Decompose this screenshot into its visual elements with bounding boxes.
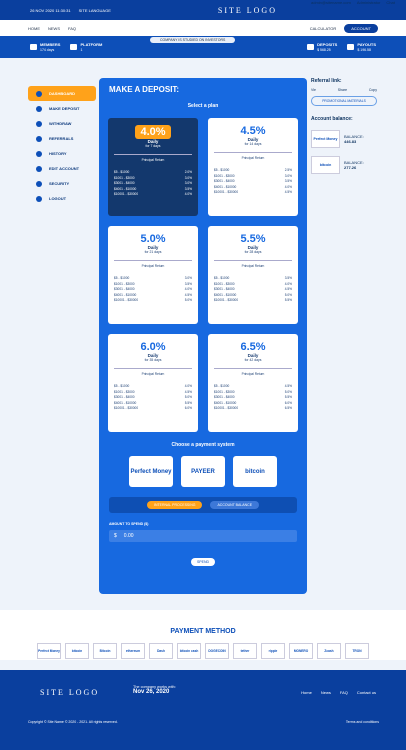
referral-actions: Vie Share Copy	[311, 88, 377, 92]
sidebar-item-referrals[interactable]: REFERRALS	[28, 131, 96, 146]
select-plan-heading: Select a plan	[187, 103, 219, 109]
payment-logo: Bitcoin	[93, 643, 117, 659]
sidebar-item-history[interactable]: HISTORY	[28, 146, 96, 161]
site-logo[interactable]: SITE LOGO	[217, 5, 277, 15]
terms-link[interactable]: Terms and conditions	[345, 720, 379, 724]
amount-input[interactable]: $0.00	[109, 530, 297, 542]
payment-logo: MONERO	[289, 643, 313, 659]
perfect-money-option[interactable]: Perfect Money	[129, 456, 173, 487]
referral-title: Referral link:	[311, 78, 342, 84]
date-time: 26 NOV 2020 11:30:31	[30, 7, 71, 13]
platform-icon	[70, 44, 78, 50]
bitcoin-option[interactable]: bitcoin	[233, 456, 277, 487]
payment-method-logos: Perfect Money bitcoin Bitcoin ethereum D…	[0, 643, 406, 659]
sidebar-item-security[interactable]: SECURITY	[28, 176, 96, 191]
referrals-icon	[36, 135, 42, 142]
balance-row: bitcoin BALANCE: 277.26	[311, 156, 377, 174]
deposits-icon	[307, 44, 315, 50]
plan-card[interactable]: 6.0% Daily for 35 days Principal Return $5 …	[108, 334, 198, 432]
platform-stat: PLATFORM 1	[70, 42, 102, 52]
amount-value: 0.00	[123, 533, 134, 539]
members-stat: MEMBERS 174 days	[30, 42, 60, 52]
payment-logo: Perfect Money	[37, 643, 61, 659]
deposit-panel: MAKE A DEPOSIT: Select a plan 4.0% Daily f…	[99, 78, 307, 594]
plan-card[interactable]: 4.5% Daily for 14 days Principal Return $5 …	[208, 118, 298, 216]
chat-link[interactable]: Chat	[386, 0, 395, 5]
spend-button[interactable]: SPEND	[191, 558, 215, 566]
plan-card[interactable]: 5.0% Daily for 21 days Principal Return $5 …	[108, 226, 198, 324]
payment-logo: tether	[233, 643, 257, 659]
promotional-materials-button[interactable]: PROMOTIONAL MATERIALS	[311, 96, 377, 106]
payment-logo: Zcash	[317, 643, 341, 659]
bitcoin-logo: bitcoin	[311, 156, 340, 174]
calculator-link[interactable]: CALCULATOR	[309, 25, 337, 31]
payment-logo: ripple	[261, 643, 285, 659]
nav-faq[interactable]: FAQ	[68, 25, 77, 31]
payment-logo: ethereum	[121, 643, 145, 659]
plan-card[interactable]: 6.5% Daily for 42 days Principal Return $5 …	[208, 334, 298, 432]
plan-card[interactable]: 5.5% Daily for 28 days Principal Return $5 …	[208, 226, 298, 324]
payeer-option[interactable]: PAYEER	[181, 456, 225, 487]
edit-account-icon	[36, 165, 42, 172]
payment-logo: TRON	[345, 643, 369, 659]
main-nav: HOME NEWS FAQ CALCULATOR ACCOUNT	[0, 20, 406, 36]
footer-logo[interactable]: SITE LOGO	[40, 688, 100, 697]
plans-grid: 4.0% Daily for 7 days Principal Return $5 -…	[108, 118, 298, 432]
company-pill: COMPANY IS STUDIED ON INVESTORS	[150, 37, 236, 43]
balance-row: Perfect Money BALANCE: 446.83	[311, 130, 377, 148]
members-icon	[30, 44, 37, 50]
sidebar-item-edit-account[interactable]: EDIT ACCOUNT	[28, 161, 96, 176]
footer-nav: Home News FAQ Contact us	[301, 690, 376, 695]
top-bar: 26 NOV 2020 11:30:31 SITE LANGUAGE SITE …	[0, 0, 406, 20]
sidebar-item-dashboard[interactable]: DASHBOARD	[28, 86, 96, 101]
perfect-money-logo: Perfect Money	[311, 130, 340, 148]
payment-options: Perfect Money PAYEER bitcoin	[109, 456, 297, 487]
sidebar-item-logout[interactable]: LOGOUT	[28, 191, 96, 206]
payment-method-title: PAYMENT METHOD	[170, 628, 236, 635]
account-button[interactable]: ACCOUNT	[344, 23, 378, 33]
site-language[interactable]: SITE LANGUAGE	[78, 7, 111, 13]
email-link[interactable]: admin@sitename.com	[311, 0, 351, 5]
admin-link[interactable]: Administrator	[356, 0, 381, 5]
payouts-stat: PAYOUTS $ 196.58	[347, 42, 376, 52]
deposits-stat: DEPOSITS $ 568.25	[307, 42, 337, 52]
dashboard-icon	[36, 90, 42, 97]
dollar-icon: $	[114, 533, 117, 539]
payouts-icon	[347, 44, 355, 50]
top-links: admin@sitename.com Administrator Chat	[311, 0, 395, 5]
footer: SITE LOGO The company works with: Nov 26,…	[0, 670, 406, 750]
payment-method-section: PAYMENT METHOD Perfect Money bitcoin Bit…	[0, 610, 406, 660]
shield-icon	[36, 180, 42, 187]
payment-logo: bitcoin cash	[177, 643, 201, 659]
amount-label: AMOUNT TO SPEND ($)	[109, 522, 149, 526]
sidebar-item-withdraw[interactable]: WITHDRAW	[28, 116, 96, 131]
tab-internal-processing[interactable]: INTERNAL PROCESSING	[146, 501, 203, 509]
payment-heading: Choose a payment system	[171, 442, 235, 448]
stats-bar: COMPANY IS STUDIED ON INVESTORS MEMBERS 1…	[0, 36, 406, 58]
nav-news[interactable]: NEWS	[48, 25, 60, 31]
logout-icon	[36, 195, 42, 202]
payment-logo: bitcoin	[65, 643, 89, 659]
withdraw-icon	[36, 120, 42, 127]
tab-account-balance[interactable]: ACCOUNT BALANCE	[210, 501, 260, 509]
copyright-text: Copyright © Site Name © 2020 - 2021. All…	[28, 720, 118, 724]
payment-logo: Dash	[149, 643, 173, 659]
nav-home[interactable]: HOME	[28, 25, 40, 31]
payment-logo: DOGECOIN	[205, 643, 229, 659]
history-icon	[36, 150, 42, 157]
sidebar: DASHBOARD MAKE DEPOSIT WITHDRAW REFERRAL…	[28, 86, 96, 206]
sidebar-item-make-deposit[interactable]: MAKE DEPOSIT	[28, 101, 96, 116]
company-since: The company works with: Nov 26, 2020	[133, 685, 176, 695]
balance-title: Account balance:	[311, 116, 353, 122]
deposit-icon	[36, 105, 42, 112]
plan-card[interactable]: 4.0% Daily for 7 days Principal Return $5 -…	[108, 118, 198, 216]
deposit-title: MAKE A DEPOSIT:	[109, 85, 180, 94]
processing-tabs: INTERNAL PROCESSING ACCOUNT BALANCE	[109, 497, 297, 513]
account-side-panel: Referral link: Vie Share Copy PROMOTIONAL …	[311, 78, 377, 174]
